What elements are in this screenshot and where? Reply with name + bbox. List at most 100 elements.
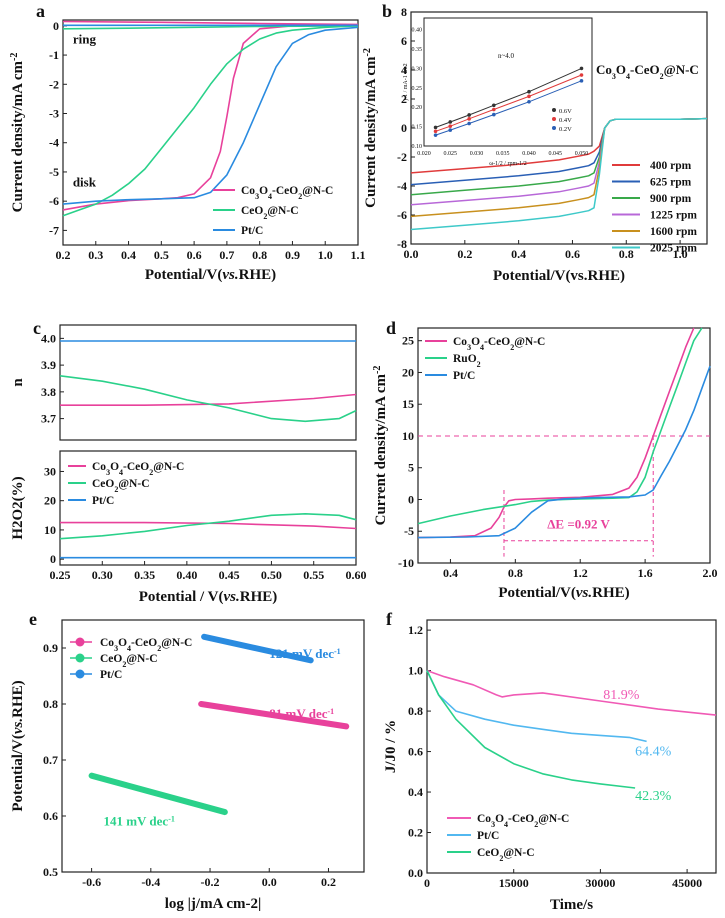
- text-part: 2: [149, 468, 153, 477]
- panel-c-top-y-tick-label: 3.9: [41, 358, 56, 372]
- panel-f-xlabel: Time/s: [550, 897, 593, 913]
- panel-b-y-tick-label: 0: [401, 121, 407, 135]
- panel-b-inset-x-tick: 0.045: [549, 151, 563, 157]
- panel-f-y-tick-label: 0.6: [408, 745, 423, 759]
- panel-c-x-tick-label: 0.60: [346, 568, 367, 582]
- label-part: Current density/mA cm: [363, 56, 379, 208]
- panel-b-inset-y-tick: 0.35: [412, 47, 423, 53]
- panel-b-inset-point: [433, 125, 438, 130]
- panel-a-legend-label: Pt/C: [241, 225, 263, 237]
- panel-a-series-line: [62, 26, 359, 205]
- text-part: 2: [157, 644, 161, 653]
- text-part: Co: [596, 62, 612, 77]
- panel-c-bottom-y-tick-label: 10: [44, 523, 56, 537]
- panel-a-y-tick-label: -1: [49, 48, 59, 62]
- panel-c-bottom-frame: [59, 450, 357, 566]
- panel-e-x-tick-label: -0.6: [82, 875, 101, 889]
- panel-c-bottom-y-tick-label: 30: [44, 464, 56, 478]
- label-sup: -2: [372, 366, 383, 374]
- panel-e-legend-label: Pt/C: [100, 669, 122, 681]
- panel-e-y-tick-label: 0.8: [43, 697, 58, 711]
- panel-c-legend-label: CeO2@N-C: [92, 478, 150, 494]
- label-part: RHE): [592, 585, 630, 601]
- panel-b-inset-point: [448, 124, 453, 129]
- panel-f-series-line: [426, 670, 647, 743]
- panel-b-inset-y-tick: 0.20: [412, 105, 423, 111]
- panel-c-legend-label: Pt/C: [92, 495, 114, 507]
- panel-b-inset-point: [433, 133, 438, 137]
- text-part: @N-C: [118, 478, 149, 490]
- panel-a-y-tick-label: 0: [53, 19, 59, 33]
- panel-b-y-tick-label: 6: [401, 34, 407, 48]
- panel-a-xlabel: Potential/V(vs.RHE): [145, 267, 276, 283]
- panel-f-y-tick-label: 0.4: [408, 785, 423, 799]
- panel-b-inset-ylabel: j-1 / mA-1 cm2: [403, 63, 409, 101]
- panel-f-y-tick-label: 1.2: [408, 623, 423, 637]
- panel-d-x-tick-label: 1.6: [638, 566, 653, 580]
- panel-e-label: e: [29, 609, 37, 629]
- panel-d-y-tick-label: 0: [408, 492, 414, 506]
- panel-b-inset-point: [579, 79, 584, 83]
- panel-a-x-tick-label: 0.8: [252, 248, 267, 262]
- panel-a-x-tick-label: 0.2: [56, 248, 71, 262]
- text-part: Co: [241, 185, 255, 197]
- panel-a-annotation: disk: [73, 175, 97, 190]
- text-part: 4: [626, 72, 630, 81]
- panel-b-legend-label: 900 rpm: [650, 193, 692, 205]
- panel-c-top-y-tick-label: 4.0: [41, 331, 56, 345]
- panel-b-inset-legend-label: 0.2V: [559, 126, 572, 133]
- text-part: -CeO: [123, 461, 149, 473]
- panel-b-inset-x-tick: 0.050: [575, 151, 589, 157]
- panel-b-x-tick-label: 0.4: [511, 247, 526, 261]
- panel-d-y-tick-label: 5: [408, 461, 414, 475]
- panel-a-x-tick-label: 0.4: [121, 248, 136, 262]
- panel-f-series-line: [426, 669, 717, 716]
- text-part: 4: [268, 192, 272, 201]
- slope-sup: -1: [334, 647, 341, 656]
- panel-f-legend-label: Co3O4-CeO2@N-C: [477, 813, 569, 829]
- text-part: @N-C: [664, 62, 699, 77]
- label-part: Potential/V(: [10, 734, 26, 811]
- panel-a-series-line: [62, 24, 358, 211]
- panel-a-x-tick-label: 0.3: [88, 248, 103, 262]
- panel-b-inset-point: [579, 66, 584, 71]
- panel-b-material-label: Co3O4-CeO2@N-C: [596, 62, 699, 81]
- text-part: Pt/C: [453, 370, 475, 382]
- text-part: @N-C: [153, 461, 184, 473]
- text-part: Pt/C: [92, 495, 114, 507]
- text-part: 4: [480, 343, 484, 352]
- panel-f-x-tick-label: 0: [424, 876, 430, 890]
- panel-b-inset-point: [467, 113, 471, 117]
- panel-f-end-label: 81.9%: [603, 688, 640, 703]
- panel-e-x-tick-label: -0.4: [141, 875, 160, 889]
- panel-b-inset-x-tick: 0.020: [417, 151, 431, 157]
- panel-c-top-series-line: [60, 393, 357, 407]
- text-part: 2: [477, 360, 481, 369]
- label-part: vs.: [223, 589, 239, 605]
- panel-c-x-tick-label: 0.45: [219, 568, 240, 582]
- panel-d-label: d: [386, 318, 396, 338]
- text-part: 4: [119, 468, 123, 477]
- panel-c-top-ylabel: n: [10, 378, 26, 387]
- label-sup: -2: [362, 48, 373, 56]
- panel-f-legend-label: CeO2@N-C: [477, 847, 535, 863]
- panel-b-y-tick-label: 2: [401, 92, 407, 106]
- text-part: 2: [660, 72, 664, 81]
- panel-d-x-tick-label: 0.4: [443, 566, 458, 580]
- panel-e-slope-label: 121 mV dec-1: [269, 646, 340, 661]
- panel-b-inset-point: [527, 99, 531, 104]
- panel-b-inset-fit-line: [435, 67, 582, 128]
- text-part: -CeO: [508, 813, 534, 825]
- panel-b-inset-legend-swatch: [552, 126, 556, 130]
- panel-f-y-tick-label: 0.2: [408, 826, 423, 840]
- panel-b-inset-y-tick: 0.15: [412, 125, 423, 131]
- panel-c-x-tick-label: 0.25: [50, 568, 71, 582]
- panel-d-legend-label: Co3O4-CeO2@N-C: [453, 336, 545, 352]
- panel-d-ylabel: Current density/mA cm-2: [372, 366, 390, 526]
- panel-b-y-tick-label: 4: [401, 63, 407, 77]
- text-part: Co: [477, 813, 491, 825]
- text-part: O: [110, 461, 119, 473]
- text-part: 2: [298, 192, 302, 201]
- panel-e-xlabel: log |j/mA cm-2|: [165, 896, 262, 912]
- text-part: Co: [100, 637, 114, 649]
